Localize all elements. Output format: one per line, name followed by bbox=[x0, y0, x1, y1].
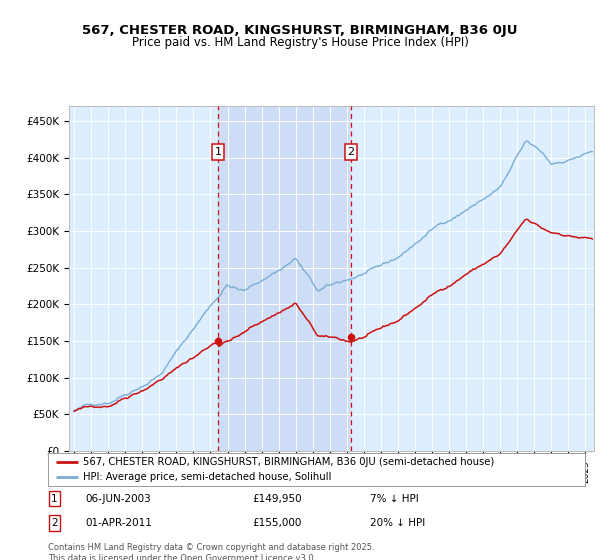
Text: HPI: Average price, semi-detached house, Solihull: HPI: Average price, semi-detached house,… bbox=[83, 472, 331, 482]
Text: £155,000: £155,000 bbox=[252, 518, 301, 528]
Text: 2: 2 bbox=[51, 518, 58, 528]
Text: 06-JUN-2003: 06-JUN-2003 bbox=[86, 494, 151, 503]
Text: Price paid vs. HM Land Registry's House Price Index (HPI): Price paid vs. HM Land Registry's House … bbox=[131, 36, 469, 49]
Text: 20% ↓ HPI: 20% ↓ HPI bbox=[370, 518, 425, 528]
Text: 7% ↓ HPI: 7% ↓ HPI bbox=[370, 494, 419, 503]
Text: 1: 1 bbox=[214, 147, 221, 157]
Text: Contains HM Land Registry data © Crown copyright and database right 2025.
This d: Contains HM Land Registry data © Crown c… bbox=[48, 543, 374, 560]
Bar bbox=[218, 106, 351, 451]
Text: 567, CHESTER ROAD, KINGSHURST, BIRMINGHAM, B36 0JU: 567, CHESTER ROAD, KINGSHURST, BIRMINGHA… bbox=[82, 24, 518, 37]
Text: 567, CHESTER ROAD, KINGSHURST, BIRMINGHAM, B36 0JU (semi-detached house): 567, CHESTER ROAD, KINGSHURST, BIRMINGHA… bbox=[83, 457, 494, 467]
Text: £149,950: £149,950 bbox=[252, 494, 302, 503]
Text: 1: 1 bbox=[51, 494, 58, 503]
Text: 2: 2 bbox=[347, 147, 355, 157]
Text: 01-APR-2011: 01-APR-2011 bbox=[86, 518, 152, 528]
